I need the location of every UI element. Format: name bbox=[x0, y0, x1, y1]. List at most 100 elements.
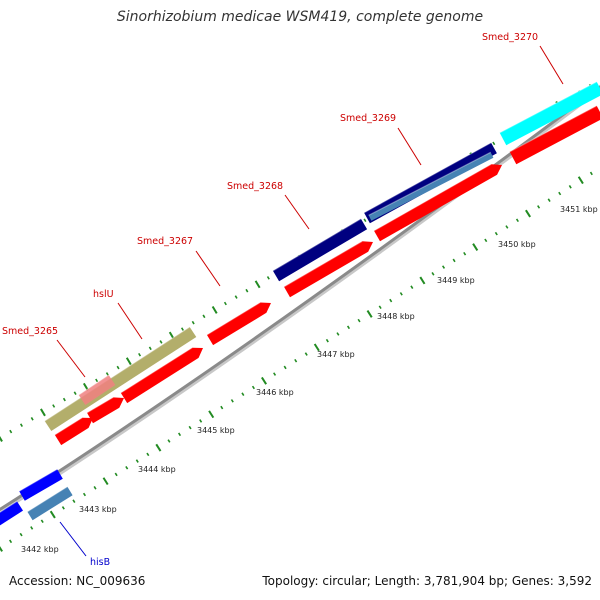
inner-tick bbox=[515, 218, 519, 223]
outer-tick bbox=[116, 365, 120, 370]
inner-tick bbox=[93, 486, 97, 490]
outer-tick bbox=[73, 391, 77, 395]
outer-tick bbox=[52, 404, 56, 408]
gene-label: Smed_3270 bbox=[482, 32, 538, 43]
inner-tick bbox=[441, 265, 446, 269]
outer-tick bbox=[363, 218, 367, 223]
inner-tick bbox=[452, 258, 456, 263]
inner-tick bbox=[304, 352, 308, 356]
inner-tick bbox=[463, 251, 467, 256]
inner-tick bbox=[208, 410, 215, 419]
inner-tick bbox=[589, 171, 593, 176]
inner-tick bbox=[472, 243, 479, 251]
smed3265-gene-band-bevel bbox=[78, 374, 110, 396]
inner-tick bbox=[357, 318, 361, 323]
inner-tick bbox=[577, 176, 584, 185]
gene-label-leader bbox=[59, 521, 87, 557]
scale-tick-label: 3442 kbp bbox=[21, 545, 59, 554]
outer-tick bbox=[492, 141, 496, 146]
gene-label: hisB bbox=[90, 557, 110, 568]
outer-tick bbox=[223, 301, 227, 306]
cds-arrow-bevel bbox=[54, 417, 83, 436]
outer-tick bbox=[0, 436, 3, 442]
smed3269-inner-band bbox=[368, 152, 494, 221]
scale-tick-label: 3444 kbp bbox=[138, 465, 176, 474]
inner-tick bbox=[0, 546, 3, 552]
gene-label: hslU bbox=[93, 289, 114, 300]
outer-tick bbox=[159, 340, 163, 344]
inner-tick bbox=[30, 526, 34, 530]
inner-tick bbox=[431, 272, 435, 276]
outer-tick bbox=[180, 327, 184, 331]
inner-tick bbox=[40, 519, 44, 524]
gene-label-leader bbox=[117, 302, 143, 340]
inner-tick bbox=[346, 325, 351, 330]
smed3269-gene-band-bevel bbox=[363, 142, 492, 214]
inner-tick bbox=[125, 465, 129, 470]
gene-label-leader bbox=[56, 339, 86, 378]
outer-tick bbox=[19, 423, 23, 427]
scale-tick-label: 3446 kbp bbox=[256, 388, 294, 397]
inner-tick bbox=[167, 439, 171, 443]
hisb-gene-band-left bbox=[0, 501, 23, 526]
inner-tick bbox=[82, 492, 87, 497]
inner-tick bbox=[19, 532, 23, 537]
hisb-inner-band-bevel bbox=[27, 486, 68, 513]
map-title: Sinorhizobium medicae WSM419, complete g… bbox=[116, 9, 484, 25]
inner-tick bbox=[378, 305, 382, 310]
inner-tick bbox=[155, 443, 162, 452]
hisb-gene-band bbox=[19, 469, 63, 501]
hisb-gene-band-bevel bbox=[18, 468, 58, 492]
inner-tick bbox=[241, 392, 245, 396]
inner-tick bbox=[251, 385, 255, 390]
outer-tick bbox=[30, 417, 34, 421]
inner-tick bbox=[49, 510, 56, 519]
scale-tick-label: 3445 kbp bbox=[197, 426, 235, 435]
outer-tick bbox=[95, 378, 99, 383]
inner-tick bbox=[273, 372, 277, 376]
inner-tick bbox=[261, 376, 267, 385]
cds-arrow bbox=[120, 347, 203, 404]
gene-label-leader bbox=[397, 127, 422, 166]
cds-band-bevel bbox=[509, 105, 598, 153]
outer-tick bbox=[148, 346, 152, 351]
inner-tick bbox=[313, 343, 320, 352]
scale-tick-label: 3443 kbp bbox=[79, 505, 117, 514]
smed3270-gene-band-bevel bbox=[499, 81, 598, 134]
inner-tick bbox=[558, 191, 562, 196]
inner-tick bbox=[135, 459, 139, 463]
cds-arrow-bevel bbox=[283, 240, 363, 288]
cds-arrow bbox=[87, 397, 124, 424]
smed3270-gene-band bbox=[499, 81, 600, 146]
hisb-gene-band-left-bevel bbox=[0, 500, 18, 513]
cds-band bbox=[509, 105, 600, 165]
gene-label: Smed_3265 bbox=[2, 326, 58, 337]
scale-tick-label: 3450 kbp bbox=[498, 240, 536, 249]
scale-tick-label: 3449 kbp bbox=[437, 276, 475, 285]
inner-tick bbox=[484, 238, 488, 243]
smed3269-inner-band-bevel bbox=[368, 151, 491, 216]
inner-tick bbox=[199, 419, 203, 423]
inner-tick bbox=[547, 198, 551, 202]
inner-tick bbox=[325, 338, 329, 343]
scale-tick-label: 3447 kbp bbox=[317, 350, 355, 359]
outer-tick bbox=[202, 314, 206, 319]
inner-tick bbox=[336, 332, 340, 336]
inner-tick bbox=[389, 298, 393, 303]
hisb-inner-band bbox=[27, 486, 73, 521]
gene-label-layer: Smed_3265 hslU Smed_3267 Smed_3268 Smed_3269… bbox=[2, 32, 564, 568]
inner-tick bbox=[366, 310, 373, 318]
gene-label-leader bbox=[284, 194, 310, 230]
gene-label-leader bbox=[195, 250, 221, 287]
inner-tick bbox=[9, 539, 13, 544]
outer-tick bbox=[234, 295, 238, 299]
scale-tick-label: 3448 kbp bbox=[377, 312, 415, 321]
cds-arrow bbox=[54, 417, 93, 446]
inner-tick bbox=[294, 358, 298, 363]
outer-tick bbox=[62, 397, 66, 402]
cds-arrow bbox=[374, 164, 502, 242]
inner-tick bbox=[568, 185, 572, 189]
cds-arrow-bevel bbox=[120, 347, 193, 394]
